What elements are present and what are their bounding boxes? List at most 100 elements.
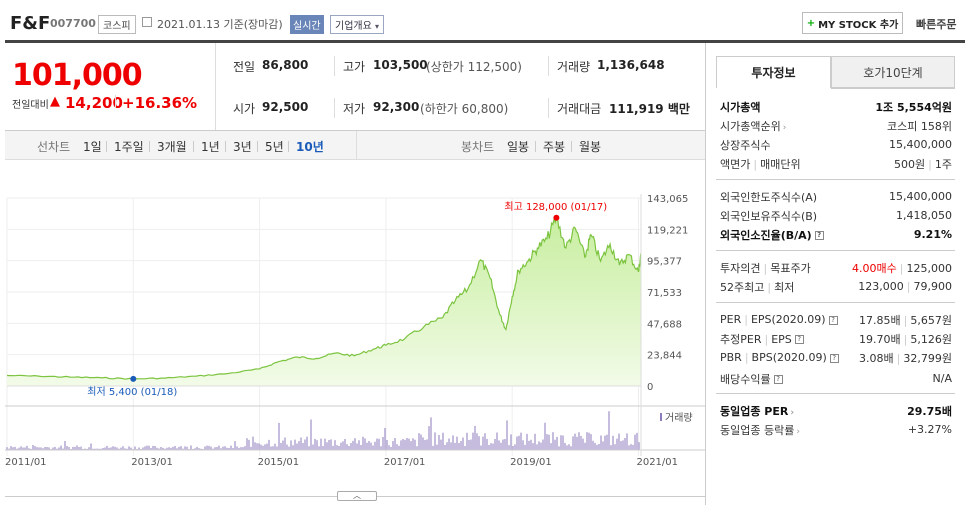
foreign-limit-row: 외국인한도주식수(A) 15,400,000 bbox=[720, 187, 952, 206]
x-tick-label: 2011/01 bbox=[5, 457, 47, 468]
price-area bbox=[7, 217, 641, 386]
industry-per-row[interactable]: 동일업종 PER › 29.75배 bbox=[720, 401, 952, 420]
foreign-holding-value: 1,418,050 bbox=[896, 209, 952, 222]
candle-daily[interactable]: 일봉 bbox=[507, 140, 530, 154]
stat-separator bbox=[548, 56, 549, 76]
foreign-limit-label: 외국인한도주식수(A) bbox=[720, 190, 818, 204]
reference-date: 2021.01.13 기준(장마감) bbox=[157, 18, 283, 31]
industry-rate-value: +3.27% bbox=[907, 423, 952, 436]
foreign-holding-label: 외국인보유주식수(B) bbox=[720, 209, 818, 223]
add-mystock-label: MY STOCK 추가 bbox=[818, 19, 899, 31]
help-icon[interactable]: ? bbox=[828, 315, 838, 325]
panel-divider bbox=[716, 179, 955, 180]
help-icon[interactable]: ? bbox=[814, 231, 824, 240]
stat-separator bbox=[334, 56, 335, 76]
candle-weekly[interactable]: 주봉 bbox=[543, 140, 566, 154]
opinion-label: 투자의견 bbox=[720, 261, 761, 275]
wk52-row: 52주최고 | 최저 123,000 | 79,900 bbox=[720, 280, 953, 294]
y-tick-label: 71,533 bbox=[647, 288, 682, 299]
par-label: 액면가 bbox=[720, 157, 751, 171]
prev-close-label: 전일 bbox=[233, 60, 256, 74]
x-tick-label: 2013/01 bbox=[131, 457, 173, 468]
help-icon[interactable]: ? bbox=[794, 335, 804, 344]
change-separator bbox=[115, 95, 116, 108]
pbr-label: PBR bbox=[720, 351, 742, 364]
price-line bbox=[6, 216, 642, 380]
cap-rank-label: 시가총액순위 bbox=[720, 119, 781, 133]
period-10y[interactable]: 10년 bbox=[296, 140, 324, 154]
shares-label: 상장주식수 bbox=[720, 138, 771, 152]
line-chart-label: 선차트 bbox=[37, 140, 71, 154]
industry-per-value: 29.75배 bbox=[907, 404, 952, 418]
tab-orderbook[interactable]: 호가10단계 bbox=[831, 56, 955, 88]
plus-icon: + bbox=[806, 17, 816, 29]
x-tick-label: 2017/01 bbox=[384, 457, 426, 468]
volume-label: 거래량 bbox=[557, 60, 591, 74]
market-cap-row: 시가총액 1조 5,554억원 bbox=[720, 97, 952, 116]
y-tick-label: 0 bbox=[647, 382, 653, 393]
volume-legend-label: 거래량 bbox=[665, 412, 693, 424]
help-icon[interactable]: ? bbox=[829, 353, 839, 363]
stat-separator bbox=[334, 98, 335, 118]
y-tick-label: 23,844 bbox=[647, 351, 682, 362]
tab-invest-info[interactable]: 투자정보 bbox=[716, 56, 831, 88]
foreign-ratio-row: 외국인소진율(B/A)? 9.21% bbox=[720, 225, 952, 244]
volume-value: 1,136,648 bbox=[597, 58, 665, 72]
company-overview-dropdown[interactable]: 기업개요 ▾ bbox=[330, 15, 385, 34]
period-3y[interactable]: 3년 bbox=[233, 140, 252, 154]
up-arrow-icon: ▲ bbox=[50, 94, 60, 109]
wk52-low-value: 79,900 bbox=[913, 280, 953, 293]
pbr-row: PBR | BPS(2020.09)? 3.08배 | 32,799원 bbox=[720, 351, 952, 365]
period-separator bbox=[288, 141, 289, 152]
stock-name: F&F bbox=[10, 13, 51, 34]
wk52-low-label: 최저 bbox=[774, 280, 795, 294]
shares-value: 15,400,000 bbox=[889, 138, 952, 151]
chevron-down-icon: ▾ bbox=[375, 22, 380, 31]
current-price: 101,000 bbox=[12, 58, 143, 93]
period-3m[interactable]: 3개월 bbox=[157, 140, 187, 154]
stat-separator bbox=[548, 98, 549, 118]
y-tick-label: 119,221 bbox=[647, 225, 688, 236]
period-5y[interactable]: 5년 bbox=[265, 140, 284, 154]
industry-rate-label: 동일업종 등락률 bbox=[720, 423, 795, 437]
price-box bbox=[5, 43, 216, 130]
pbr-value: 3.08배 bbox=[859, 351, 894, 365]
period-separator bbox=[571, 141, 572, 152]
cap-rank-value: 코스피 158위 bbox=[887, 119, 952, 133]
period-1y[interactable]: 1년 bbox=[201, 140, 220, 154]
open-value: 92,500 bbox=[262, 100, 309, 114]
max-point bbox=[553, 214, 560, 221]
min-annotation: 최저 5,400 (01/18) bbox=[87, 386, 177, 398]
expand-handle[interactable]: ︿ bbox=[337, 491, 377, 501]
industry-per-label: 동일업종 PER bbox=[720, 404, 789, 418]
min-point bbox=[130, 375, 137, 382]
est-per-value: 19.70배 bbox=[859, 332, 901, 346]
panel-divider bbox=[716, 393, 955, 394]
quick-order-link[interactable]: 빠른주문 bbox=[916, 18, 957, 31]
target-label: 목표주가 bbox=[770, 261, 811, 275]
realtime-button[interactable]: 실시간 bbox=[290, 15, 324, 34]
period-1d[interactable]: 1일 bbox=[83, 140, 102, 154]
tab-divider bbox=[831, 88, 955, 89]
foreign-holding-row: 외국인보유주식수(B) 1,418,050 bbox=[720, 206, 952, 225]
foreign-ratio-label: 외국인소진율(B/A) bbox=[720, 228, 812, 242]
add-mystock-button[interactable]: + MY STOCK 추가 bbox=[802, 12, 903, 34]
high-label: 고가 bbox=[343, 60, 366, 74]
period-separator bbox=[225, 141, 226, 152]
per-label: PER bbox=[720, 313, 742, 326]
max-annotation: 최고 128,000 (01/17) bbox=[504, 201, 607, 213]
y-tick-label: 47,688 bbox=[647, 319, 682, 330]
cap-rank-row[interactable]: 시가총액순위 › 코스피 158위 bbox=[720, 116, 952, 135]
period-separator bbox=[106, 141, 107, 152]
eps-label: EPS(2020.09) bbox=[750, 313, 826, 326]
x-tick-label: 2019/01 bbox=[510, 457, 552, 468]
prev-close-value: 86,800 bbox=[262, 58, 309, 72]
price-chart[interactable]: 143,065 119,221 95,377 71,533 47,688 23,844 0 2… bbox=[5, 160, 705, 475]
help-icon[interactable]: ? bbox=[773, 375, 783, 384]
est-per-row: 추정PER | EPS? 19.70배 | 5,126원 bbox=[720, 332, 952, 346]
industry-rate-row[interactable]: 동일업종 등락률 › +3.27% bbox=[720, 420, 952, 439]
target-value: 125,000 bbox=[906, 261, 953, 275]
company-overview-label: 기업개요 bbox=[335, 21, 372, 32]
candle-monthly[interactable]: 월봉 bbox=[579, 140, 602, 154]
period-1w[interactable]: 1주일 bbox=[114, 140, 144, 154]
